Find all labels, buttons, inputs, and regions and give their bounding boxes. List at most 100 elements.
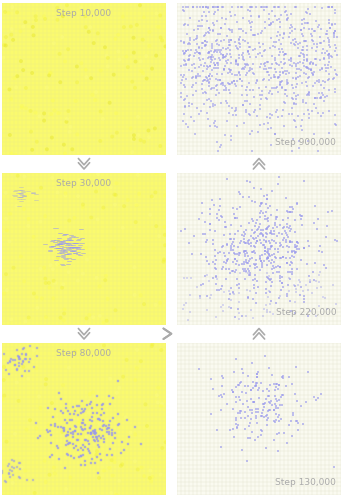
Point — [270, 251, 275, 259]
Point — [9, 25, 14, 33]
Point — [267, 398, 273, 406]
Point — [120, 28, 126, 36]
Point — [215, 59, 220, 67]
Point — [201, 3, 206, 11]
Point — [19, 4, 25, 12]
Point — [43, 313, 49, 321]
Point — [312, 276, 317, 284]
Point — [207, 220, 212, 228]
Point — [78, 452, 84, 460]
Point — [221, 66, 227, 74]
Point — [38, 265, 43, 273]
Point — [261, 305, 267, 313]
Point — [332, 8, 337, 16]
Point — [314, 55, 319, 63]
Point — [75, 430, 81, 438]
Point — [159, 133, 165, 141]
Point — [324, 28, 330, 36]
Point — [128, 22, 134, 30]
Point — [290, 84, 296, 92]
Point — [265, 217, 270, 225]
Point — [250, 358, 255, 366]
Point — [195, 70, 201, 78]
Point — [223, 15, 228, 23]
Point — [8, 95, 14, 103]
Point — [153, 222, 159, 230]
Point — [206, 48, 212, 56]
Point — [24, 191, 29, 199]
Point — [202, 100, 207, 108]
Point — [219, 14, 225, 22]
Point — [134, 200, 139, 208]
Point — [223, 252, 228, 260]
Point — [23, 467, 28, 475]
Point — [236, 280, 241, 287]
Point — [266, 364, 272, 372]
Point — [234, 122, 240, 130]
Point — [185, 22, 191, 30]
Point — [234, 205, 240, 213]
Point — [46, 406, 51, 413]
Point — [250, 60, 256, 68]
Point — [316, 76, 322, 84]
Point — [253, 219, 259, 227]
Point — [331, 463, 337, 471]
Point — [227, 80, 232, 88]
Point — [289, 380, 295, 388]
Point — [266, 204, 271, 212]
Point — [233, 106, 238, 114]
Point — [105, 62, 111, 70]
Point — [219, 382, 224, 390]
Point — [107, 98, 112, 106]
Point — [260, 232, 266, 240]
Point — [88, 430, 94, 438]
Point — [218, 80, 224, 88]
Point — [159, 36, 165, 44]
Point — [154, 10, 159, 18]
Point — [187, 66, 192, 74]
Point — [314, 17, 319, 25]
Point — [13, 360, 18, 368]
Point — [189, 250, 195, 258]
Point — [102, 438, 107, 446]
Point — [84, 433, 89, 441]
Point — [234, 274, 239, 282]
Point — [277, 71, 283, 79]
Point — [200, 39, 205, 47]
Point — [267, 110, 272, 118]
Point — [294, 95, 299, 103]
Point — [48, 62, 54, 70]
Point — [236, 36, 241, 44]
Point — [226, 80, 232, 88]
Point — [24, 73, 29, 81]
Point — [305, 20, 311, 28]
Point — [224, 240, 229, 248]
Point — [110, 394, 116, 402]
Point — [15, 98, 21, 106]
Point — [297, 278, 303, 286]
Point — [6, 470, 12, 478]
Point — [283, 70, 288, 78]
Point — [205, 49, 211, 57]
Point — [257, 120, 263, 128]
Point — [289, 265, 295, 273]
Point — [290, 96, 296, 104]
Point — [247, 262, 253, 270]
Point — [33, 108, 38, 116]
Point — [306, 5, 311, 13]
Point — [236, 70, 241, 78]
Point — [31, 32, 36, 40]
Point — [230, 204, 236, 212]
Point — [190, 73, 196, 81]
Point — [291, 253, 296, 261]
Point — [270, 84, 275, 92]
Point — [324, 30, 330, 38]
Point — [318, 25, 323, 33]
Point — [268, 34, 273, 42]
Point — [203, 88, 208, 96]
Point — [286, 243, 292, 251]
Point — [246, 66, 252, 74]
Point — [267, 229, 273, 237]
Point — [85, 429, 91, 437]
Point — [275, 248, 281, 256]
